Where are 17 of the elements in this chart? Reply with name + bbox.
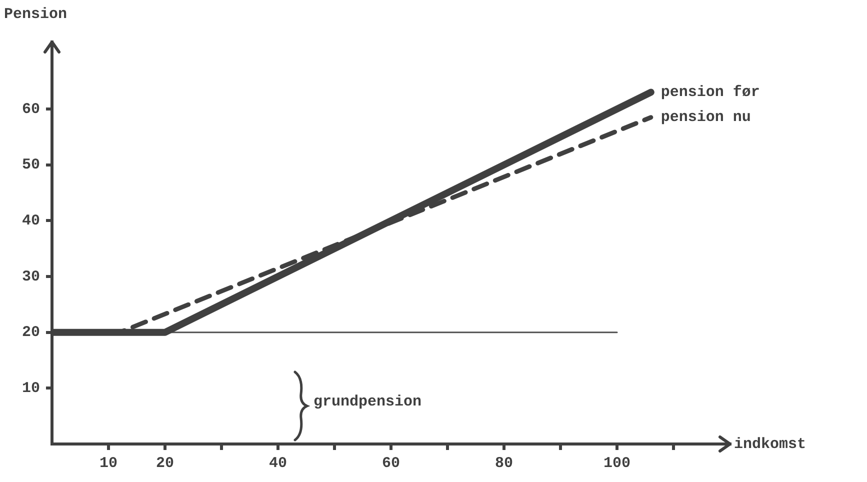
y-tick-label: 50 <box>22 156 40 174</box>
x-tick-label: 60 <box>382 454 400 472</box>
series-label: pension før <box>660 84 760 102</box>
x-tick-label: 80 <box>494 454 514 472</box>
y-tick-label: 40 <box>22 212 40 230</box>
y-tick-label: 30 <box>22 268 40 286</box>
annotation: grundpension <box>313 394 422 411</box>
series-label: pension nu <box>660 109 751 126</box>
y-tick-label: 10 <box>22 380 40 397</box>
y-tick-label: 60 <box>22 100 40 118</box>
x-tick-label: 10 <box>99 454 118 472</box>
x-tick-label: 100 <box>603 454 631 472</box>
y-tick-label: 20 <box>22 324 40 342</box>
x-axis-title: indkomst <box>734 436 806 453</box>
x-tick-label: 40 <box>268 454 288 472</box>
x-tick-label: 20 <box>156 454 174 472</box>
y-axis-title: Pension <box>4 6 68 23</box>
